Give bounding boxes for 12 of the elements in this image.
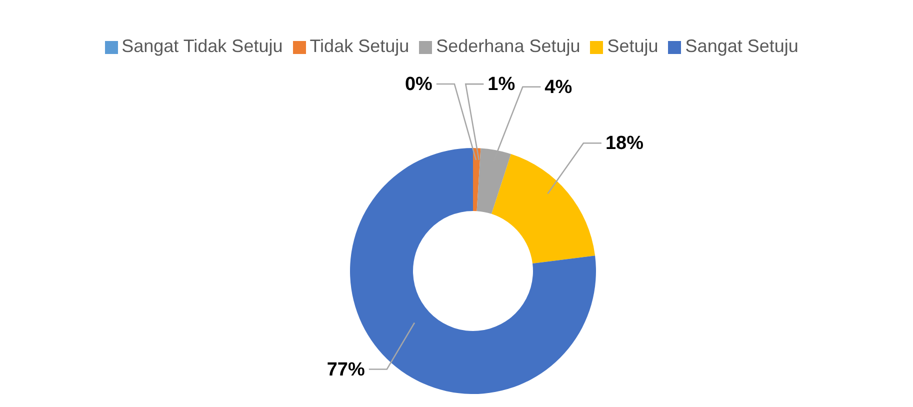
- text: 0%: [404, 74, 432, 95]
- data-label: 4%: [544, 76, 572, 98]
- donut-slice: [492, 154, 596, 264]
- legend-label: Sangat Setuju: [685, 36, 798, 56]
- data-label: 18%: [605, 133, 644, 154]
- donut-slice: [473, 148, 481, 212]
- legend-label: Sangat Tidak Setuju: [122, 36, 283, 56]
- data-label: 77%: [326, 359, 365, 380]
- legend-label: Sederhana Setuju: [436, 36, 580, 56]
- legend-label: Setuju: [607, 36, 658, 56]
- data-label: 1%: [488, 74, 516, 96]
- legend-label: Tidak Setuju: [310, 36, 410, 56]
